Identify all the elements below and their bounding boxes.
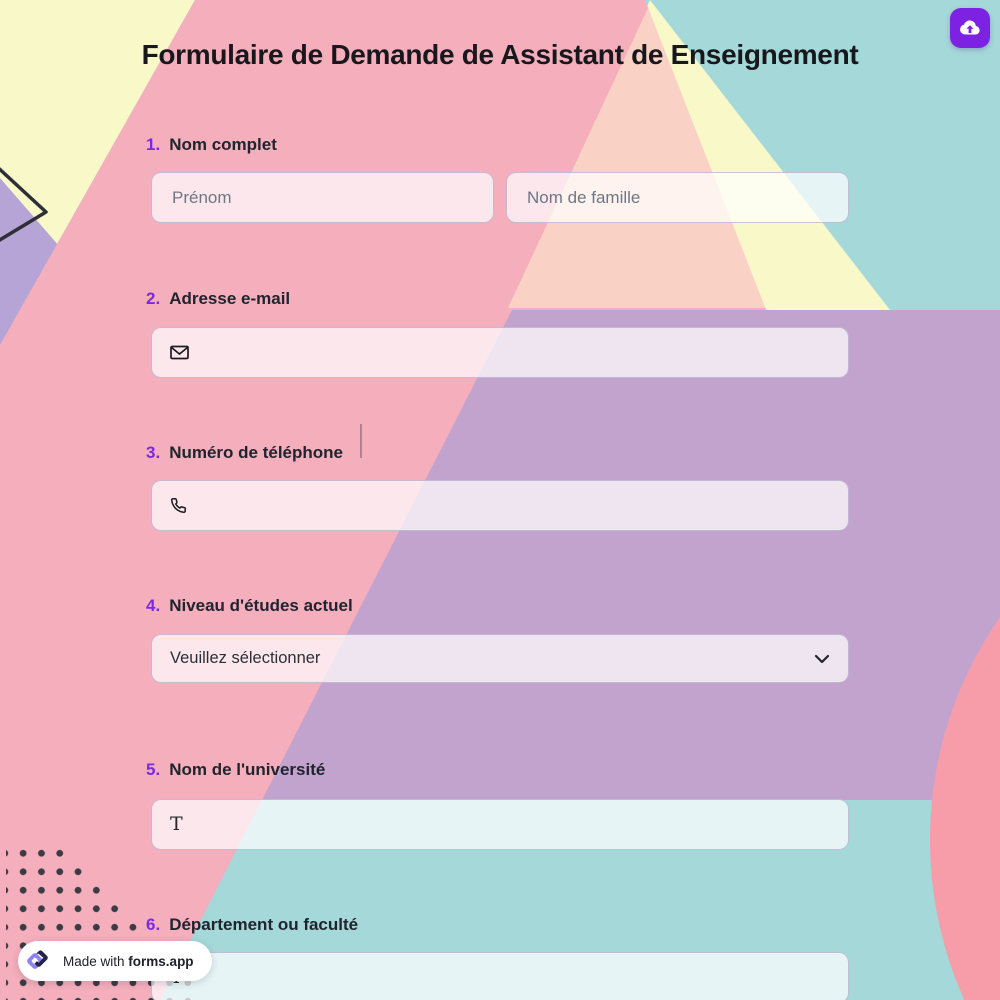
last-name-field[interactable] [506,172,849,223]
first-name-input[interactable] [170,186,475,209]
phone-input[interactable] [199,494,830,517]
last-name-input[interactable] [525,186,830,209]
text-icon: T [170,813,183,835]
university-input[interactable] [194,813,830,836]
question-number: 2. [146,289,161,308]
question-number: 4. [146,596,161,615]
select-value: Veuillez sélectionner [170,649,321,667]
question-number: 1. [146,135,161,154]
question-text: Adresse e-mail [169,289,291,308]
envelope-icon [170,345,189,360]
question-label-6: 6. Département ou faculté [146,915,358,935]
chevron-down-icon [814,654,830,664]
badge-made-with: Made with [63,953,125,969]
question-text: Nom complet [169,135,277,154]
question-label-2: 2. Adresse e-mail [146,289,290,309]
question-text: Numéro de téléphone [169,443,343,462]
forms-app-logo-icon [24,946,54,976]
page-title: Formulaire de Demande de Assistant de En… [141,39,859,70]
phone-field[interactable] [151,480,849,531]
question-number: 6. [146,915,161,934]
first-name-field[interactable] [151,172,494,223]
cloud-upload-icon [959,19,981,37]
education-level-select[interactable]: Veuillez sélectionner [151,634,849,683]
department-field[interactable]: T [151,952,849,1000]
question-text: Nom de l'université [169,760,326,779]
question-label-1: 1. Nom complet [146,135,277,155]
badge-brand: forms.app [128,953,194,969]
department-input[interactable] [194,966,830,989]
email-field[interactable] [151,327,849,378]
badge-label: Made with forms.app [63,954,194,969]
phone-icon [170,497,187,514]
email-input[interactable] [201,341,830,364]
university-field[interactable]: T [151,799,849,850]
question-label-3: 3. Numéro de téléphone [146,443,343,463]
question-number: 3. [146,443,161,462]
question-text: Département ou faculté [169,915,359,934]
made-with-forms-app-badge[interactable]: Made with forms.app [18,941,212,981]
question-label-4: 4. Niveau d'études actuel [146,596,353,616]
question-number: 5. [146,760,161,779]
question-label-5: 5. Nom de l'université [146,760,325,780]
question-text: Niveau d'études actuel [169,596,353,615]
cloud-upload-button[interactable] [950,8,990,48]
